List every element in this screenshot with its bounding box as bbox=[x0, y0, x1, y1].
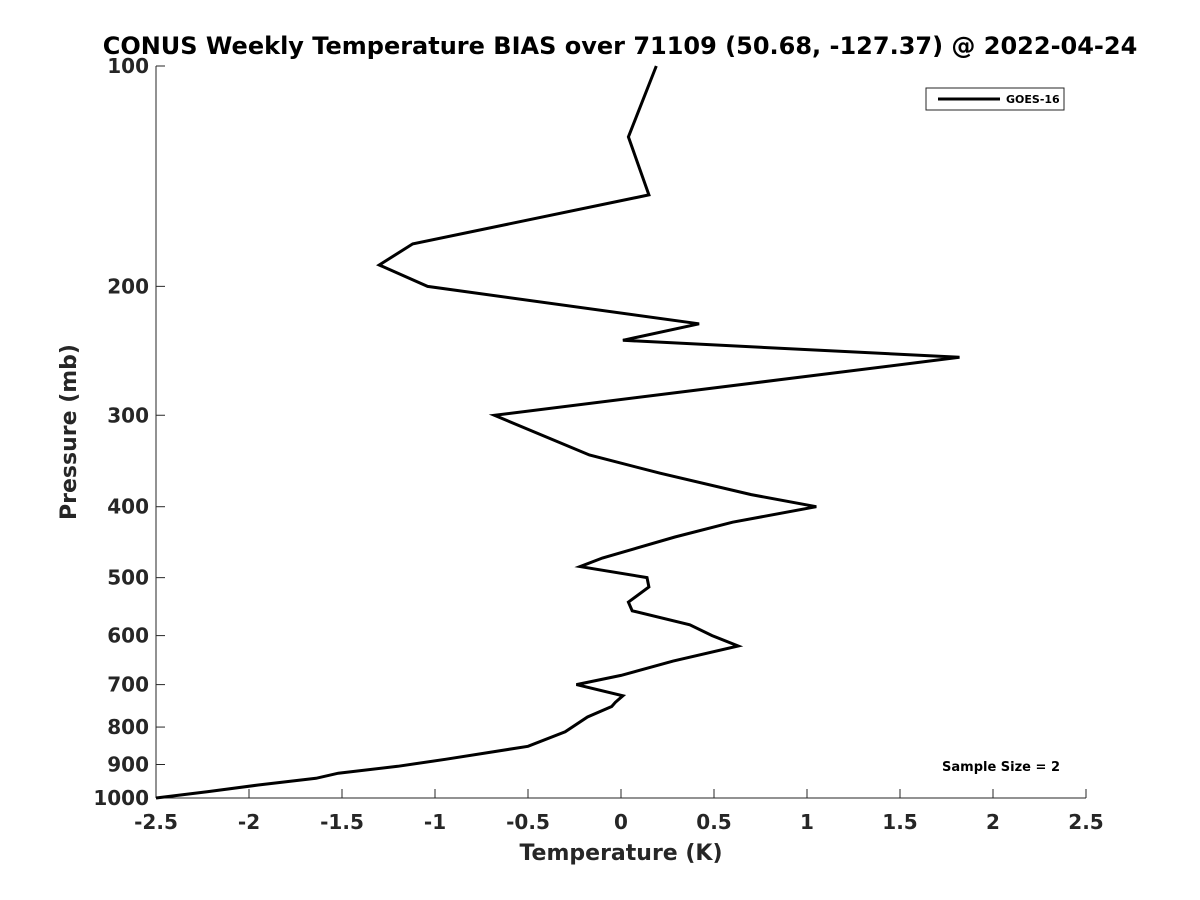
series-layer bbox=[155, 65, 960, 800]
y-tick-label: 700 bbox=[107, 673, 149, 697]
y-axis-label: Pressure (mb) bbox=[57, 344, 82, 520]
x-tick-label: -1.5 bbox=[320, 810, 364, 834]
x-tick-label: -2.5 bbox=[134, 810, 178, 834]
series-line-goes-16 bbox=[155, 65, 960, 800]
legend-entry-goes-16: GOES-16 bbox=[1006, 93, 1060, 106]
x-tick-label: -0.5 bbox=[506, 810, 550, 834]
x-tick-label: 2 bbox=[986, 810, 1000, 834]
y-tick-label: 1000 bbox=[93, 786, 149, 810]
legend: GOES-16 bbox=[925, 87, 1065, 111]
y-tick-label: 300 bbox=[107, 403, 149, 427]
x-tick-label: -1 bbox=[424, 810, 446, 834]
x-tick-label: 1 bbox=[800, 810, 814, 834]
y-tick-label: 900 bbox=[107, 753, 149, 777]
y-tick-label: 500 bbox=[107, 566, 149, 590]
chart-title: CONUS Weekly Temperature BIAS over 71109… bbox=[103, 32, 1138, 60]
x-axis-label: Temperature (K) bbox=[519, 841, 722, 866]
y-tick-label: 800 bbox=[107, 715, 149, 739]
x-tick-label: 0 bbox=[614, 810, 628, 834]
x-tick-label: 1.5 bbox=[882, 810, 917, 834]
y-ticks: 100 200 300 400 500 600 700 800 900 1000 bbox=[93, 54, 165, 810]
y-tick-label: 600 bbox=[107, 624, 149, 648]
x-tick-label: 0.5 bbox=[696, 810, 731, 834]
x-ticks: -2.5 -2 -1.5 -1 -0.5 0 0.5 1 1.5 2 2.5 bbox=[134, 789, 1104, 834]
x-tick-label: 2.5 bbox=[1068, 810, 1103, 834]
y-tick-label: 100 bbox=[107, 54, 149, 78]
y-tick-label: 400 bbox=[107, 495, 149, 519]
y-tick-label: 200 bbox=[107, 274, 149, 298]
sample-size-annotation: Sample Size = 2 bbox=[942, 760, 1060, 775]
x-tick-label: -2 bbox=[238, 810, 260, 834]
